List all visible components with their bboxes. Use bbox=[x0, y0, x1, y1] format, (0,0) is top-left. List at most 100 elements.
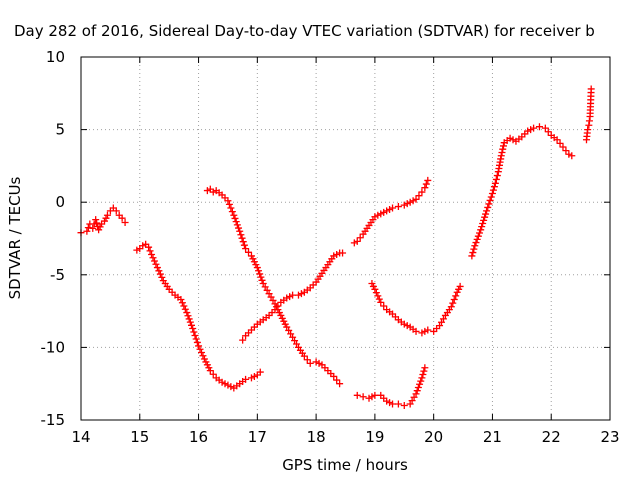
y-tick-label: -10 bbox=[41, 338, 66, 356]
data-point bbox=[476, 229, 484, 237]
data-point bbox=[256, 270, 264, 278]
data-point bbox=[206, 367, 214, 375]
x-tick-labels: 14 15 16 17 18 19 20 21 22 23 bbox=[71, 428, 619, 446]
chart-title: Day 282 of 2016, Sidereal Day-to-day VTE… bbox=[14, 22, 595, 40]
data-point bbox=[238, 234, 246, 242]
data-point bbox=[239, 336, 247, 344]
data-point bbox=[394, 400, 402, 408]
data-point bbox=[400, 401, 408, 409]
data-point bbox=[568, 152, 576, 160]
data-point bbox=[306, 359, 314, 367]
data-point bbox=[289, 291, 297, 299]
data-point bbox=[242, 375, 250, 383]
data-point bbox=[237, 231, 245, 239]
data-point bbox=[196, 345, 204, 353]
data-point bbox=[228, 208, 236, 216]
data-point bbox=[474, 232, 482, 240]
data-segment bbox=[350, 176, 432, 247]
data-point bbox=[389, 400, 397, 408]
data-point bbox=[177, 295, 185, 303]
data-point bbox=[230, 211, 238, 219]
data-point bbox=[353, 237, 361, 245]
data-point bbox=[487, 193, 495, 201]
plot-frame bbox=[80, 56, 611, 421]
data-point bbox=[158, 273, 166, 281]
data-point bbox=[450, 295, 458, 303]
data-point bbox=[556, 139, 564, 147]
data-segment bbox=[582, 85, 595, 144]
data-point bbox=[418, 188, 426, 196]
data-segment bbox=[203, 185, 344, 388]
data-point bbox=[181, 305, 189, 313]
grid-lines bbox=[81, 57, 610, 420]
data-segment bbox=[468, 123, 576, 260]
data-point bbox=[356, 234, 364, 242]
axis-ticks bbox=[80, 56, 611, 421]
data-point bbox=[553, 136, 561, 144]
data-point bbox=[417, 377, 425, 385]
data-point bbox=[375, 295, 383, 303]
y-tick-labels: -15 -10 -5 0 5 10 bbox=[41, 48, 66, 429]
data-point bbox=[121, 219, 129, 227]
data-point bbox=[353, 391, 361, 399]
data-point bbox=[478, 223, 486, 231]
data-point bbox=[497, 152, 505, 160]
data-point bbox=[491, 179, 499, 187]
data-point bbox=[146, 247, 154, 255]
data-point bbox=[153, 264, 161, 272]
x-tick-label: 14 bbox=[71, 428, 90, 446]
x-tick-label: 16 bbox=[189, 428, 208, 446]
data-point bbox=[185, 315, 193, 323]
data-point bbox=[414, 383, 422, 391]
y-axis-label: SDTVAR / TECUs bbox=[6, 176, 24, 299]
data-point bbox=[419, 371, 427, 378]
data-point bbox=[155, 267, 163, 275]
data-point bbox=[255, 267, 263, 275]
data-point bbox=[490, 183, 498, 191]
data-point bbox=[473, 235, 481, 243]
x-tick-label: 23 bbox=[600, 428, 619, 446]
data-point bbox=[240, 241, 248, 249]
data-point bbox=[118, 214, 126, 222]
data-point bbox=[186, 318, 194, 326]
data-point bbox=[232, 218, 240, 226]
data-point bbox=[416, 380, 424, 388]
data-point bbox=[456, 282, 464, 290]
y-tick-label: -5 bbox=[50, 266, 65, 284]
data-point bbox=[541, 124, 549, 132]
data-point bbox=[470, 245, 478, 253]
data-point bbox=[93, 219, 101, 227]
data-point bbox=[225, 200, 233, 208]
data-point bbox=[227, 204, 235, 212]
data-point bbox=[499, 145, 507, 153]
data-point bbox=[150, 257, 158, 265]
x-tick-label: 22 bbox=[542, 428, 561, 446]
data-point bbox=[559, 143, 567, 151]
data-point bbox=[300, 352, 308, 360]
data-point bbox=[499, 142, 507, 150]
data-point bbox=[148, 250, 156, 258]
data-point bbox=[587, 85, 595, 93]
data-point bbox=[477, 226, 485, 234]
x-axis-label: GPS time / hours bbox=[282, 456, 408, 474]
data-point bbox=[412, 195, 420, 203]
data-point bbox=[233, 221, 241, 229]
y-tick-label: 10 bbox=[46, 48, 65, 66]
data-point bbox=[271, 306, 279, 314]
data-point bbox=[231, 214, 239, 222]
data-point bbox=[394, 203, 402, 211]
data-markers bbox=[77, 85, 595, 409]
data-point bbox=[183, 309, 191, 317]
data-point bbox=[330, 372, 338, 380]
x-tick-label: 19 bbox=[365, 428, 384, 446]
data-point bbox=[184, 312, 192, 320]
data-point bbox=[562, 147, 570, 155]
data-point bbox=[152, 260, 160, 268]
data-point bbox=[484, 203, 492, 211]
data-point bbox=[112, 207, 120, 215]
data-point bbox=[193, 338, 201, 346]
data-point bbox=[422, 180, 430, 188]
data-point bbox=[178, 299, 186, 307]
data-point bbox=[191, 331, 199, 339]
